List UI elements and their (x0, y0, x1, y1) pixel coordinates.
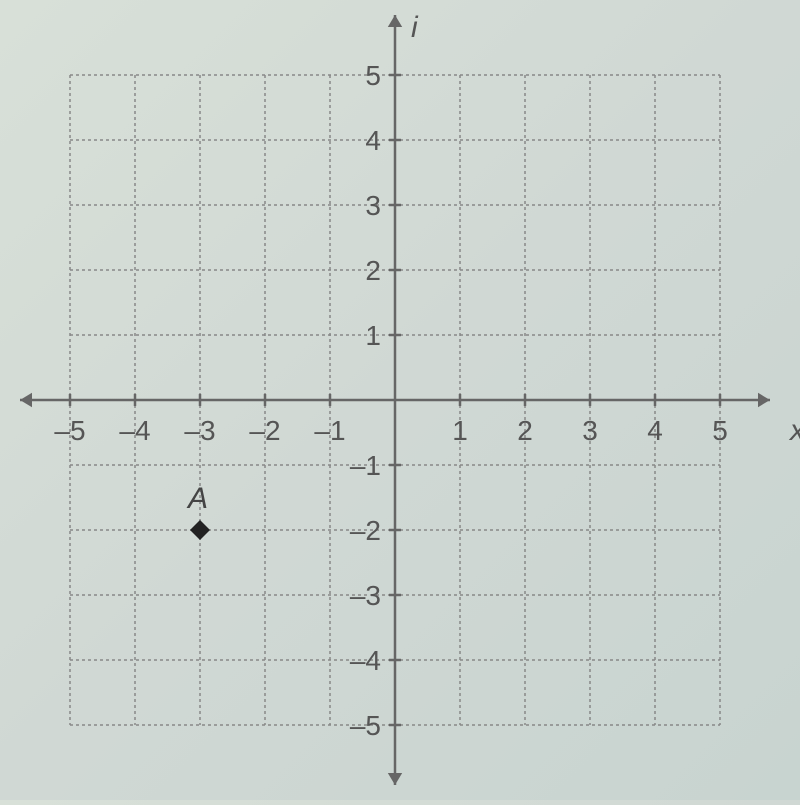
x-tick-label: –4 (119, 415, 150, 446)
y-tick-label: 3 (365, 190, 381, 221)
y-tick-label: –5 (350, 710, 381, 741)
y-tick-label: 1 (365, 320, 381, 351)
arrow-up-icon (388, 15, 402, 27)
data-point (190, 520, 210, 540)
y-axis-label: i (411, 11, 419, 44)
coordinate-plane-chart: –5 –4 –3 –2 –1 1 2 3 4 5 –5 –4 –3 –2 –1 1 2 3 4 5 x i A (0, 0, 800, 800)
point-label: A (186, 482, 208, 515)
x-tick-label: –5 (54, 415, 85, 446)
x-axis-label: x (788, 414, 800, 447)
y-tick-label: –3 (350, 580, 381, 611)
arrow-down-icon (388, 773, 402, 785)
y-tick-label: –1 (350, 450, 381, 481)
y-tick-label: 4 (365, 125, 381, 156)
x-tick-label: –1 (314, 415, 345, 446)
x-tick-label: 3 (582, 415, 598, 446)
y-tick-label: –4 (350, 645, 381, 676)
arrow-left-icon (20, 393, 32, 407)
x-tick-label: –3 (184, 415, 215, 446)
x-tick-label: 4 (647, 415, 663, 446)
x-tick-label: –2 (249, 415, 280, 446)
arrow-right-icon (758, 393, 770, 407)
y-tick-label: 5 (365, 60, 381, 91)
chart-svg: –5 –4 –3 –2 –1 1 2 3 4 5 –5 –4 –3 –2 –1 1 2 3 4 5 x i A (0, 0, 800, 800)
y-tick-label: –2 (350, 515, 381, 546)
x-tick-label: 2 (517, 415, 533, 446)
x-tick-label: 5 (712, 415, 728, 446)
x-tick-label: 1 (452, 415, 468, 446)
y-tick-label: 2 (365, 255, 381, 286)
